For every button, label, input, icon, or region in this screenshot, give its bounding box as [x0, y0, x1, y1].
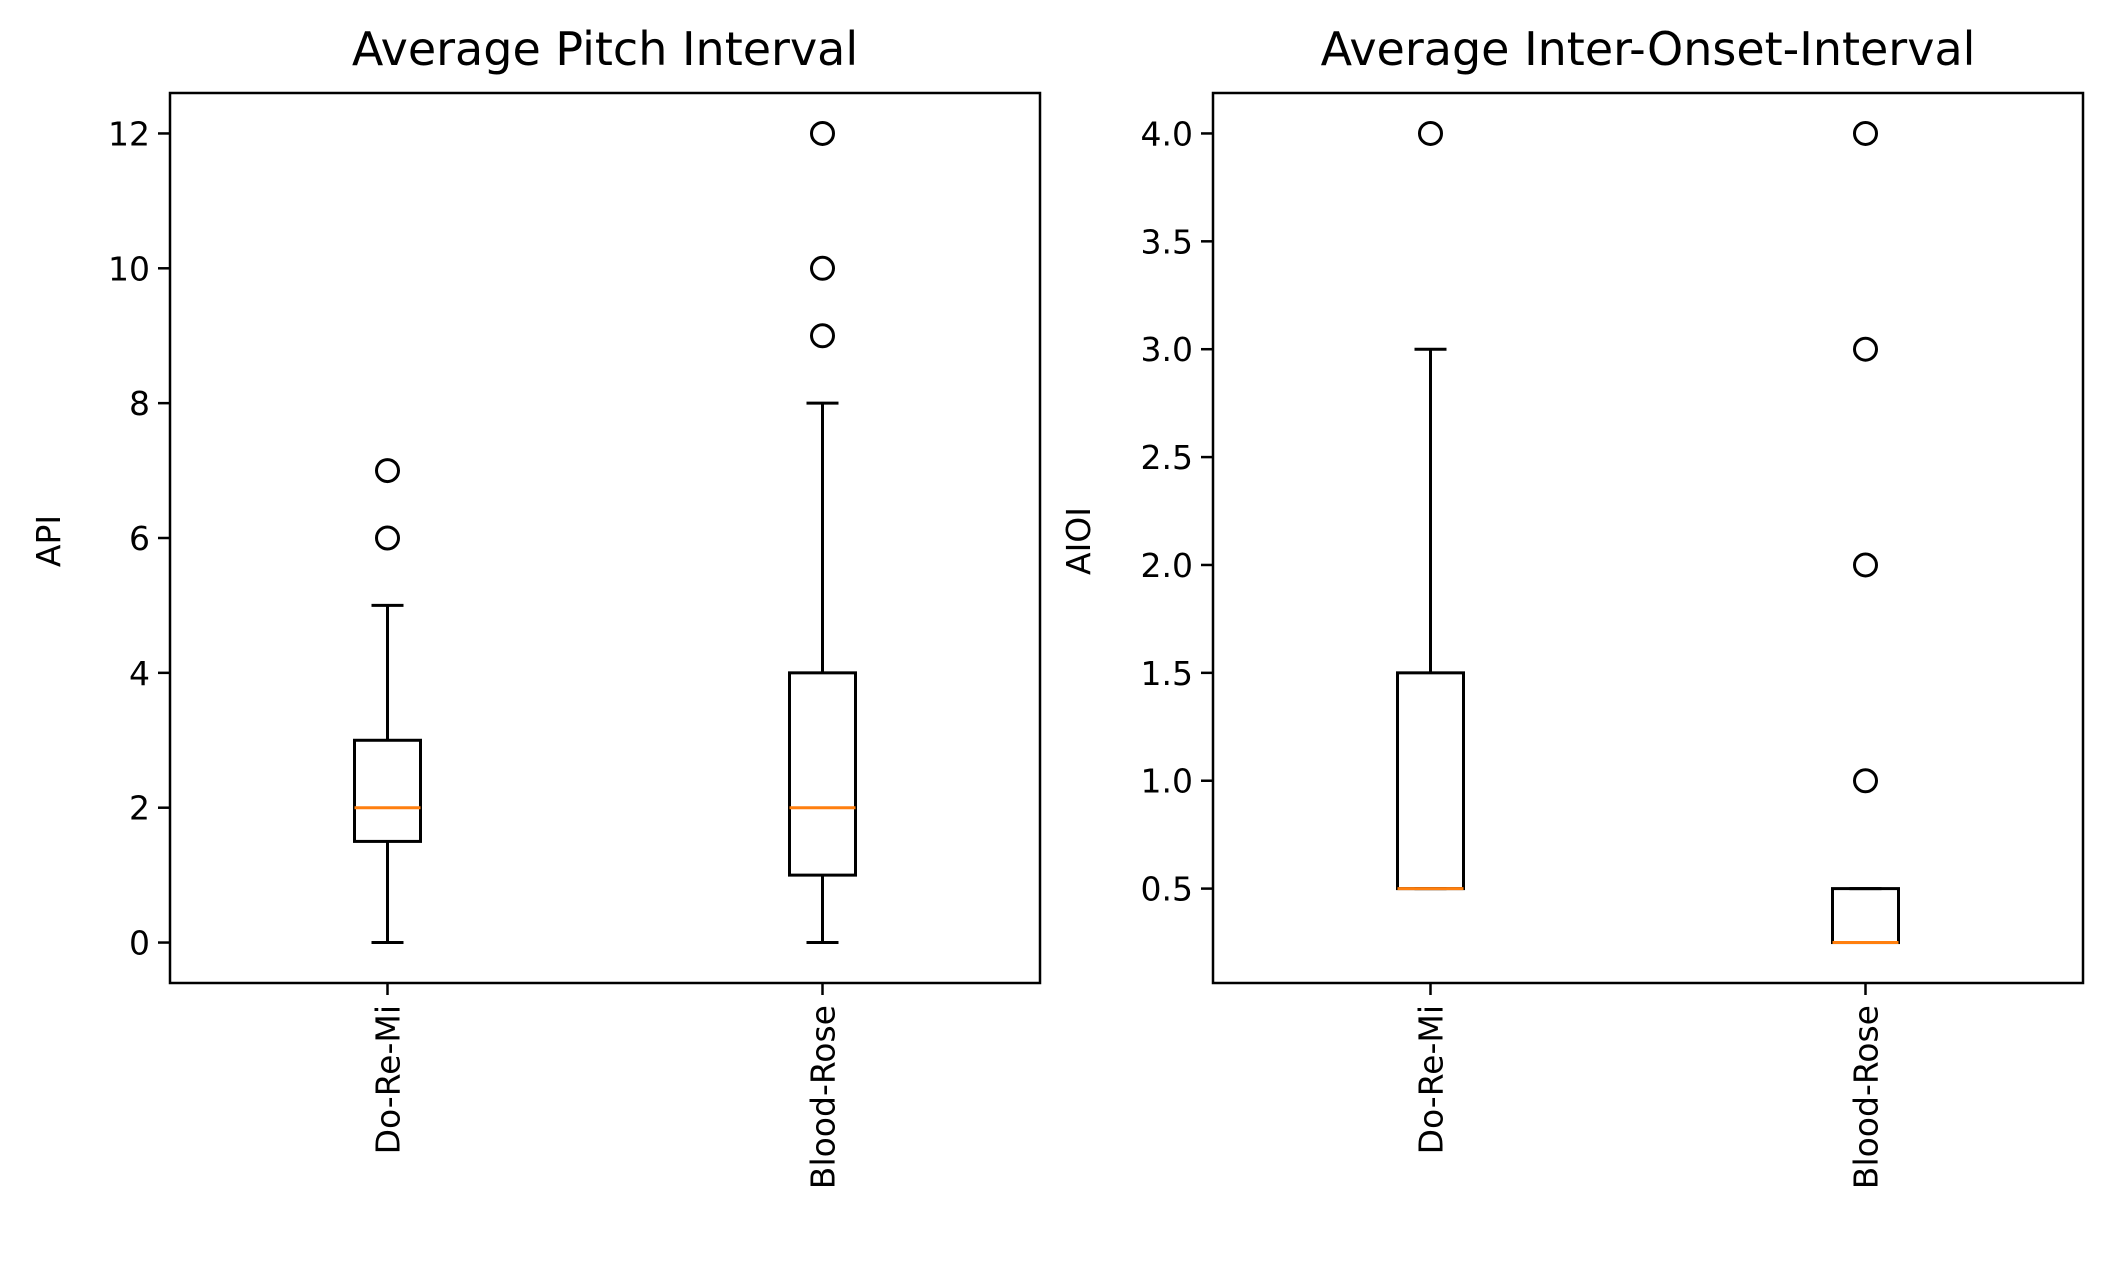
outlier-point	[1418, 120, 1443, 146]
x-tick-label: Blood-Rose	[1847, 1005, 1886, 1189]
y-tick-label: 2.5	[1141, 438, 1193, 477]
box-body	[788, 671, 857, 877]
plot-marks-api: 0 2 4 6 8 10 12 Do-Re-Mi Blood-Rose	[108, 114, 857, 1189]
y-tick-label: 2	[129, 789, 150, 828]
y-axis-label-api: API	[29, 515, 68, 567]
y-axis-label-aioi: AIOI	[1059, 507, 1098, 575]
y-tick-label: 4.0	[1141, 114, 1193, 153]
chart-title-aioi: Average Inter-Onset-Interval	[1321, 22, 1976, 76]
y-tick-label: 8	[129, 384, 150, 423]
chart-title-api: Average Pitch Interval	[352, 22, 858, 76]
plot-frame-aioi	[1211, 91, 2085, 985]
y-tick-label: 3.5	[1141, 222, 1193, 261]
outlier-point	[1853, 768, 1878, 794]
y-tick-label: 12	[108, 114, 150, 153]
x-tick-label: Blood-Rose	[804, 1005, 843, 1189]
outlier-point	[810, 120, 835, 146]
box-body	[353, 738, 422, 843]
y-tick-label: 10	[108, 249, 150, 288]
x-tick-label: Do-Re-Mi	[1412, 1005, 1451, 1154]
outlier-point	[810, 323, 835, 349]
plot-frame-api	[168, 91, 1042, 985]
y-tick-label: 3.0	[1141, 330, 1193, 369]
y-tick-label: 2.0	[1141, 546, 1193, 585]
y-tick-label: 6	[129, 519, 150, 558]
chart-panel-aioi: Average Inter-Onset-Interval AIOI 0.5 1.0…	[1059, 22, 2085, 1189]
y-tick-label: 4	[129, 654, 150, 693]
y-tick-label: 0.5	[1141, 870, 1193, 909]
outlier-point	[375, 458, 400, 484]
x-tick-label: Do-Re-Mi	[369, 1005, 408, 1154]
y-tick-label: 1.5	[1141, 654, 1193, 693]
y-tick-label: 0	[129, 924, 150, 963]
plot-marks-aioi: 0.5 1.0 1.5 2.0 2.5 3.0 3.5 4.0 Do-Re-Mi Blood-Ro…	[1141, 114, 1900, 1189]
outlier-point	[1853, 336, 1878, 362]
outlier-point	[810, 255, 835, 281]
outlier-point	[375, 525, 400, 551]
chart-panel-api: Average Pitch Interval API 0 2 4 6 8 10 12 Do-R…	[29, 22, 1042, 1189]
outlier-point	[1853, 552, 1878, 578]
y-tick-label: 1.0	[1141, 762, 1193, 801]
outlier-point	[1853, 120, 1878, 146]
